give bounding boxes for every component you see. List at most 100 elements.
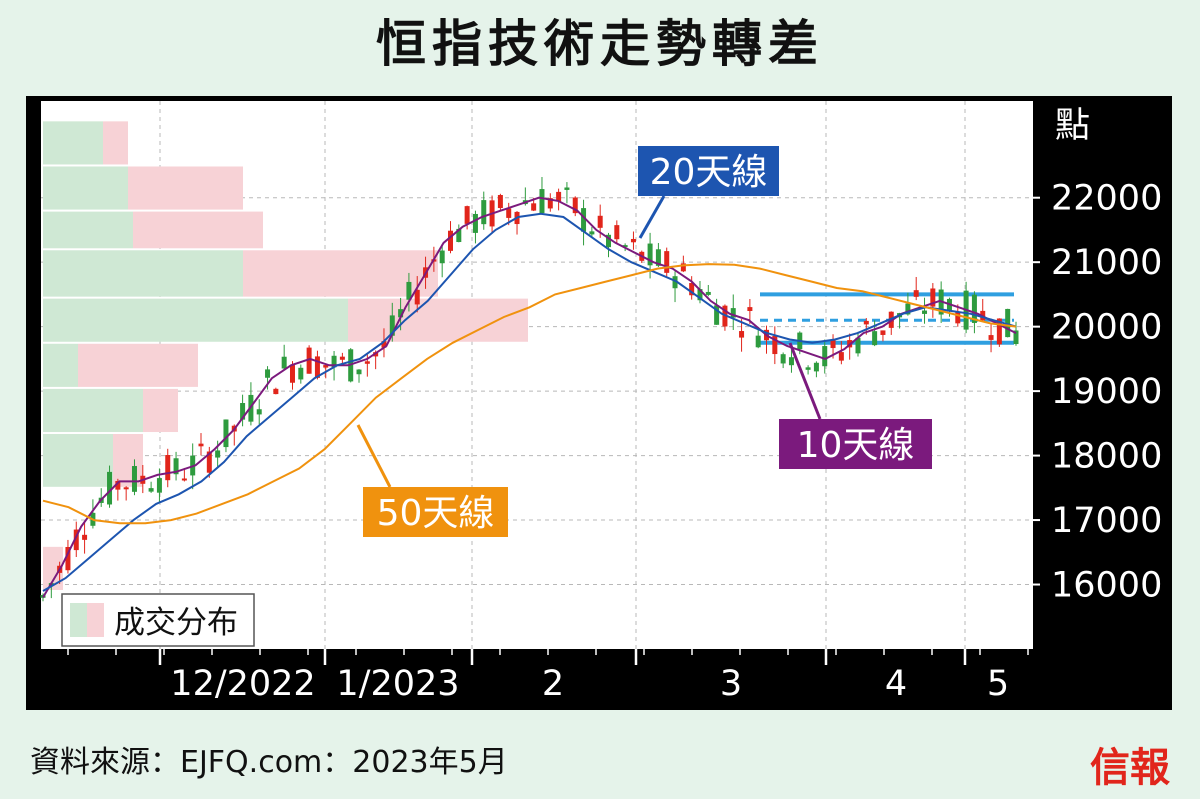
candle-down	[364, 361, 370, 364]
callout-ma20-leader	[638, 195, 666, 239]
y-tick-label: 19000	[1051, 372, 1162, 412]
candle-up	[697, 289, 703, 301]
candle-up	[389, 315, 395, 336]
candle-up	[581, 208, 587, 232]
candle-down	[82, 534, 88, 540]
candle-down	[830, 339, 836, 349]
candle-down	[838, 352, 844, 361]
candle-down	[680, 263, 686, 272]
ma50-line	[42, 263, 1017, 525]
candlesticks	[40, 176, 1019, 602]
volume-sell-bar	[128, 166, 243, 210]
candle-up	[564, 187, 570, 190]
candle-down	[664, 251, 670, 273]
candle-down	[314, 356, 320, 378]
volume-legend: 成交分布	[61, 593, 255, 647]
x-tick-label: 3	[720, 664, 742, 704]
candle-up	[647, 243, 653, 266]
candle-down	[73, 529, 79, 551]
candle-down	[198, 443, 204, 447]
candle-up	[148, 488, 154, 492]
ma20-line	[42, 212, 1017, 592]
x-tick-label: 1/2023	[336, 664, 459, 704]
brand-logo: 信報	[1090, 744, 1170, 791]
y-tick-label: 16000	[1051, 566, 1162, 606]
y-unit-label: 點	[1055, 106, 1090, 146]
candle-up	[780, 354, 786, 364]
volume-sell-bar	[113, 434, 143, 487]
candle-down	[323, 365, 329, 368]
candle-up	[855, 337, 861, 354]
candle-up	[331, 355, 337, 368]
volume-buy-bar	[43, 250, 243, 297]
candle-up	[822, 346, 828, 367]
callout-ma20-box	[638, 146, 779, 196]
candle-up	[173, 458, 179, 475]
volume-buy-bar	[43, 211, 133, 249]
callout-ma10-leader	[788, 342, 822, 420]
candle-down	[630, 238, 636, 243]
candle-down	[115, 480, 121, 490]
candle-down	[414, 289, 420, 305]
candle-down	[772, 335, 778, 355]
x-tick-label: 12/2022	[170, 664, 315, 704]
candle-down	[930, 288, 936, 307]
candle-up	[730, 308, 736, 318]
volume-buy-bar	[43, 298, 348, 342]
volume-sell-bar	[348, 298, 528, 342]
candle-up	[1013, 330, 1019, 345]
candle-up	[905, 303, 911, 315]
candle-up	[788, 357, 794, 366]
candle-down	[65, 546, 71, 571]
x-tick-label: 2	[542, 664, 564, 704]
candle-down	[181, 478, 187, 481]
candle-down	[988, 335, 994, 340]
candle-down	[447, 230, 453, 251]
candle-up	[256, 409, 262, 415]
ma10-line	[42, 196, 1017, 598]
candle-down	[306, 347, 312, 374]
volume-sell-bar	[243, 250, 438, 297]
candle-down	[572, 197, 578, 214]
candle-up	[805, 367, 811, 370]
volume-sell-bar	[78, 343, 198, 387]
volume-buy-bar	[43, 434, 113, 487]
candle-up	[481, 200, 487, 225]
moving-averages	[42, 196, 1017, 598]
candle-up	[872, 331, 878, 346]
candle-down	[996, 318, 1002, 345]
volume-profile	[43, 121, 528, 590]
candle-down	[597, 215, 603, 228]
volume-sell-bar	[103, 121, 128, 165]
candle-down	[863, 320, 869, 325]
candle-up	[398, 309, 404, 318]
volume-sell-bar	[133, 211, 263, 249]
volume-buy-bar	[43, 388, 143, 433]
candle-down	[206, 451, 212, 473]
candle-up	[539, 189, 545, 214]
candle-up	[971, 294, 977, 323]
candle-up	[281, 356, 287, 369]
y-tick-label: 18000	[1051, 437, 1162, 477]
candle-down	[747, 307, 753, 311]
volume-legend-label: 成交分布	[114, 605, 238, 641]
candle-down	[165, 454, 171, 481]
volume-buy-bar	[43, 166, 128, 210]
candle-down	[739, 331, 745, 338]
candle-up	[705, 291, 711, 295]
candle-up	[1005, 308, 1011, 338]
callout-ma50-box	[363, 487, 508, 537]
candle-up	[406, 281, 412, 300]
y-tick-label: 20000	[1051, 308, 1162, 348]
candle-up	[655, 249, 661, 266]
candle-up	[356, 369, 362, 375]
candle-up	[606, 234, 612, 248]
candle-down	[689, 283, 695, 296]
candle-up	[589, 231, 595, 235]
candle-down	[614, 225, 620, 240]
x-tick-label: 5	[987, 664, 1009, 704]
candle-up	[456, 228, 462, 243]
x-tick-label: 4	[885, 664, 907, 704]
candle-down	[497, 195, 503, 209]
